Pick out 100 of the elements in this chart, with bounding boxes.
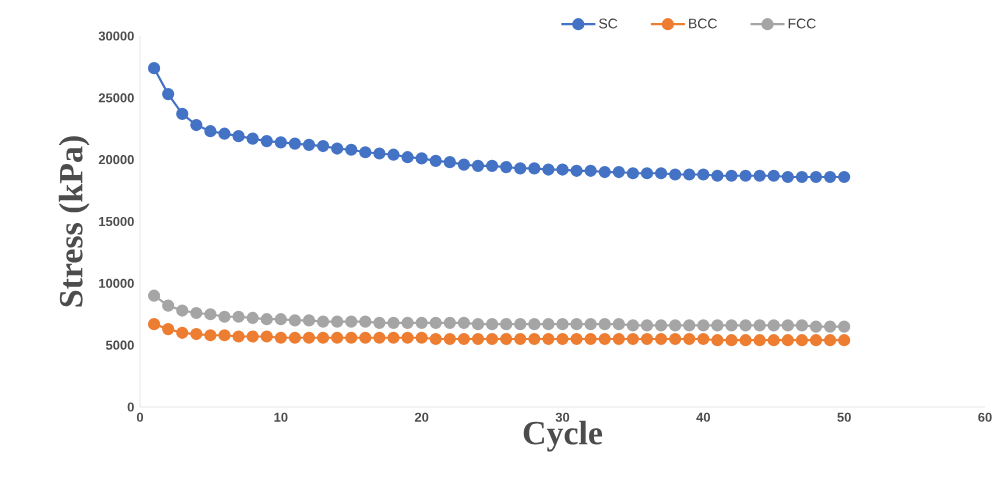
- point: [584, 332, 597, 346]
- point: [485, 318, 499, 331]
- point: [302, 331, 316, 344]
- point: [669, 332, 682, 346]
- point: [162, 88, 175, 101]
- point: [218, 329, 231, 342]
- point: [500, 318, 513, 331]
- point: [485, 332, 499, 346]
- point: [260, 313, 273, 326]
- point: [514, 162, 527, 175]
- point: [795, 334, 809, 347]
- y-tick-label: 30000: [98, 31, 134, 41]
- point: [288, 314, 302, 327]
- y-tick-label: 20000: [98, 155, 134, 165]
- point: [612, 165, 625, 179]
- point: [640, 319, 654, 332]
- point: [204, 125, 217, 138]
- point: [711, 319, 724, 332]
- point: [838, 170, 851, 184]
- x-tick-label: 0: [136, 412, 144, 422]
- point: [556, 163, 569, 176]
- point: [584, 164, 597, 177]
- point: [401, 151, 414, 164]
- legend-label: BCC: [689, 18, 717, 29]
- point: [373, 316, 386, 330]
- point: [190, 327, 203, 341]
- point: [345, 143, 358, 156]
- point: [359, 146, 372, 159]
- point: [274, 136, 287, 149]
- point: [654, 332, 668, 346]
- point: [683, 319, 696, 332]
- point: [528, 318, 541, 331]
- point: [795, 319, 809, 332]
- point: [542, 163, 555, 176]
- point: [767, 319, 780, 332]
- point: [809, 320, 823, 333]
- point: [640, 332, 654, 346]
- point: [767, 334, 780, 347]
- point: [429, 332, 442, 346]
- point: [612, 332, 625, 346]
- point: [331, 331, 344, 344]
- point: [838, 334, 851, 347]
- point: [415, 152, 428, 165]
- point: [162, 322, 175, 336]
- legend-label: FCC: [788, 18, 816, 29]
- point: [471, 159, 485, 172]
- point: [753, 169, 766, 182]
- point: [795, 170, 809, 184]
- point: [584, 318, 597, 331]
- point: [302, 314, 316, 327]
- point: [612, 318, 625, 331]
- point: [457, 332, 471, 346]
- point: [598, 332, 611, 346]
- point: [232, 330, 245, 343]
- point: [626, 319, 640, 332]
- point: [274, 313, 287, 326]
- point: [781, 319, 794, 332]
- x-axis-title: Cycle: [523, 420, 603, 452]
- point: [204, 329, 217, 342]
- point: [809, 170, 823, 184]
- point: [823, 320, 837, 333]
- point: [598, 165, 611, 179]
- point: [457, 316, 471, 330]
- point: [809, 334, 823, 347]
- point: [725, 319, 738, 332]
- point: [359, 331, 372, 344]
- point: [739, 319, 752, 332]
- point: [471, 332, 485, 346]
- point: [218, 127, 231, 140]
- point: [598, 318, 611, 331]
- point: [556, 332, 569, 346]
- point: [345, 315, 358, 328]
- point: [500, 160, 513, 174]
- point: [528, 162, 541, 175]
- point: [260, 135, 273, 148]
- x-tick-label: 50: [837, 412, 851, 422]
- y-tick-label: 25000: [98, 93, 134, 103]
- point: [176, 107, 189, 121]
- point: [232, 310, 245, 323]
- point: [570, 318, 583, 331]
- point: [725, 334, 738, 347]
- point: [443, 156, 456, 169]
- point: [669, 319, 682, 332]
- point: [626, 332, 640, 346]
- point: [654, 319, 668, 332]
- point: [697, 332, 710, 346]
- y-tick-label: 0: [127, 402, 134, 412]
- point: [260, 330, 273, 343]
- point: [697, 319, 710, 332]
- point: [654, 167, 668, 180]
- x-tick-label: 20: [414, 412, 429, 422]
- point: [387, 331, 400, 344]
- legend-label: SC: [599, 18, 618, 29]
- x-tick-label: 60: [978, 412, 992, 422]
- point: [500, 332, 513, 346]
- point: [781, 334, 794, 347]
- point: [359, 315, 372, 328]
- point: [739, 334, 752, 347]
- point: [739, 169, 752, 182]
- point: [711, 169, 724, 182]
